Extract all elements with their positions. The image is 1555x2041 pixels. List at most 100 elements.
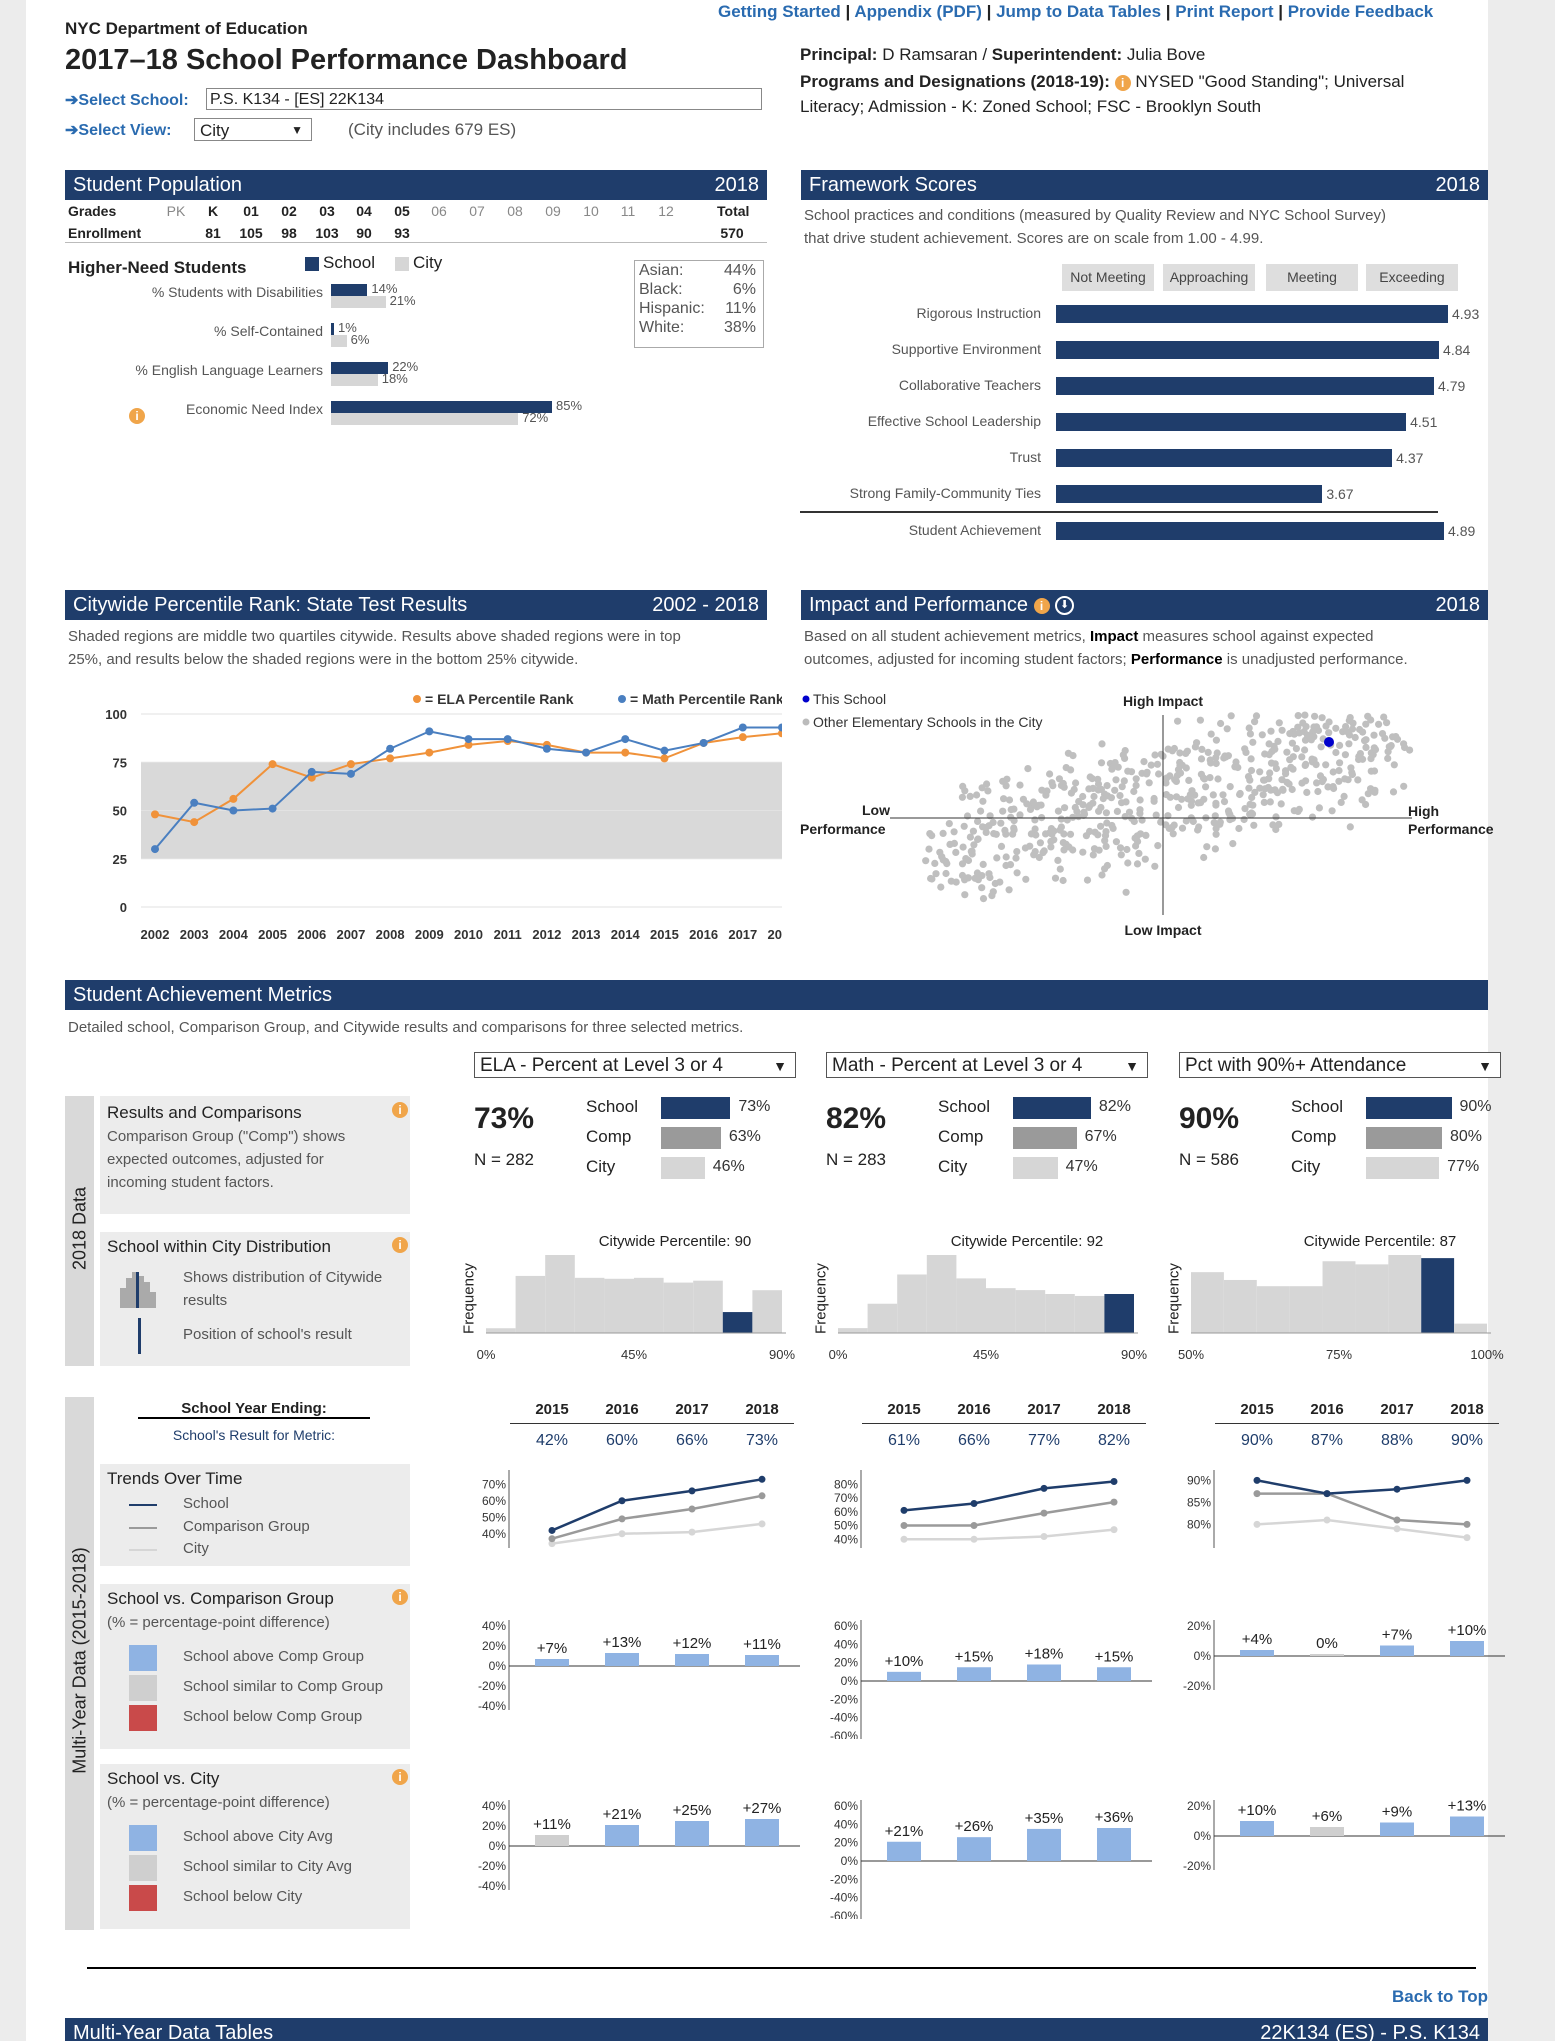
- ethnicity-box: [634, 260, 764, 348]
- legend-ela-dot: [413, 695, 421, 703]
- other-school-point: [1121, 747, 1129, 755]
- legend-school-label: School: [323, 253, 375, 272]
- info-icon[interactable]: i: [392, 1102, 408, 1118]
- other-school-point: [1000, 795, 1008, 803]
- vs-city-chart: 20% 0% -20% +10% +6% +9% +13%: [1183, 1798, 1505, 1873]
- framework-score-bar: [1056, 485, 1323, 503]
- other-school-point: [1122, 888, 1130, 896]
- ela-point: [346, 760, 355, 769]
- metric-select-dropdown[interactable]: Math - Percent at Level 3 or 4 ▼: [826, 1052, 1148, 1078]
- ethnicity-label: Black:: [639, 281, 683, 298]
- swatch-similar: [129, 1855, 157, 1881]
- school-value: 85%: [556, 398, 583, 413]
- other-school-point: [1097, 803, 1105, 812]
- other-school-point: [1278, 726, 1286, 734]
- other-school-point: [942, 869, 950, 878]
- other-school-point: [1370, 731, 1378, 739]
- select-school-label: ➔Select School:: [65, 92, 189, 109]
- other-school-point: [1094, 831, 1102, 839]
- download-icon[interactable]: ⬇: [1055, 596, 1075, 616]
- histogram-bin: [1355, 1264, 1389, 1333]
- other-school-point: [1202, 783, 1210, 791]
- legend-this-school-dot: [802, 695, 810, 703]
- vs-tick: 20%: [834, 1656, 858, 1670]
- impact-desc-2: outcomes, adjusted for incoming student …: [804, 651, 1408, 668]
- metric-n: N = 586: [1179, 1150, 1240, 1169]
- vs-tick: -20%: [1183, 1679, 1211, 1693]
- vs-tick: -20%: [1183, 1859, 1211, 1873]
- other-school-point: [1118, 783, 1126, 791]
- vs-tick: 0%: [841, 1674, 859, 1688]
- legend-label: School above Comp Group: [183, 1648, 364, 1665]
- other-school-point: [1012, 854, 1020, 862]
- other-school-point: [1050, 827, 1058, 835]
- other-school-point: [970, 841, 978, 849]
- trend-chart: 90% 85% 80%: [1187, 1470, 1471, 1548]
- other-school-point: [997, 842, 1006, 850]
- other-school-point: [1329, 768, 1337, 776]
- other-school-point: [1308, 755, 1316, 763]
- other-school-point: [964, 874, 972, 882]
- link-data-tables[interactable]: Jump to Data Tables: [996, 2, 1162, 21]
- other-school-point: [1132, 842, 1140, 850]
- trend-tick: 60%: [482, 1494, 506, 1508]
- other-school-point: [999, 777, 1007, 785]
- link-getting-started[interactable]: Getting Started: [718, 2, 841, 21]
- trend-city-line: [1256, 1518, 1468, 1539]
- other-school-point: [1199, 774, 1208, 782]
- link-appendix[interactable]: Appendix (PDF): [854, 2, 982, 21]
- grade-label: PK: [166, 203, 186, 219]
- grade-label: 12: [658, 203, 674, 219]
- other-school-point: [1097, 822, 1105, 830]
- city-value: 18%: [381, 371, 408, 386]
- info-icon[interactable]: i: [129, 408, 145, 424]
- trend-school-line: [903, 1480, 1115, 1512]
- vs-tick: -20%: [478, 1859, 506, 1873]
- other-school-point: [1322, 761, 1330, 769]
- year-label: 2015: [1240, 1401, 1274, 1418]
- vs-comp-chart: 20% 0% -20% +4% 0% +7% +10%: [1183, 1619, 1505, 1693]
- other-school-point: [1172, 777, 1180, 785]
- other-school-point: [1098, 740, 1106, 748]
- vs-tick: 20%: [482, 1639, 506, 1653]
- x-tick-label: 2013: [572, 927, 601, 942]
- info-icon[interactable]: i: [1033, 597, 1050, 614]
- other-school-point: [1210, 819, 1218, 827]
- y-tick-label: 100: [105, 707, 127, 722]
- other-school-point: [1322, 722, 1330, 730]
- info-icon[interactable]: i: [392, 1237, 408, 1253]
- metric-select-dropdown[interactable]: Pct with 90%+ Attendance ▼: [1179, 1052, 1501, 1078]
- framework-score-label: Supportive Environment: [891, 341, 1041, 357]
- other-school-point: [1298, 779, 1306, 787]
- back-to-top-link[interactable]: Back to Top: [1391, 1987, 1488, 2006]
- swatch-below: [129, 1705, 157, 1731]
- other-school-point: [1125, 808, 1134, 816]
- other-school-point: [1340, 792, 1348, 800]
- link-feedback[interactable]: Provide Feedback: [1287, 2, 1434, 21]
- other-school-point: [1314, 787, 1322, 796]
- metric-select-dropdown[interactable]: ELA - Percent at Level 3 or 4 ▼: [474, 1052, 796, 1078]
- other-school-point: [1361, 737, 1369, 745]
- result-value: 90%: [1459, 1098, 1492, 1115]
- other-school-point: [1290, 730, 1298, 738]
- other-school-point: [1370, 744, 1378, 752]
- info-icon[interactable]: i: [1114, 74, 1131, 91]
- other-school-point: [1196, 716, 1204, 724]
- other-school-point: [1135, 849, 1143, 857]
- ethnicity-value: 44%: [723, 262, 756, 279]
- citywide-percentile-label: Citywide Percentile: 87: [1303, 1233, 1457, 1250]
- info-icon[interactable]: i: [392, 1769, 408, 1785]
- math-point: [503, 735, 512, 744]
- other-school-point: [1354, 776, 1362, 784]
- other-school-point: [1013, 848, 1021, 856]
- year-label: 2018: [745, 1401, 779, 1418]
- math-point: [778, 723, 782, 732]
- select-view-dropdown[interactable]: City ▼: [194, 118, 312, 141]
- other-school-point: [1383, 719, 1391, 727]
- other-school-point: [1097, 785, 1105, 794]
- info-icon[interactable]: i: [392, 1589, 408, 1605]
- select-school-input[interactable]: P.S. K134 - [ES] 22K134: [206, 88, 762, 110]
- link-print-report[interactable]: Print Report: [1175, 2, 1274, 21]
- year-label: 2016: [957, 1401, 991, 1418]
